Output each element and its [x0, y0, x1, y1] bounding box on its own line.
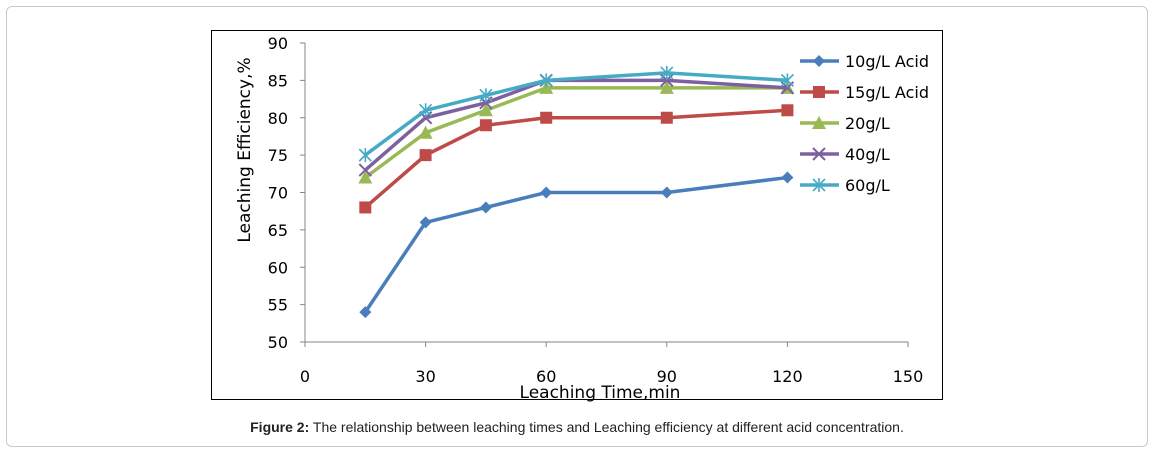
- legend-entry: 15g/L Acid: [800, 83, 929, 102]
- series-line: [364, 78, 788, 172]
- series-5: [358, 65, 794, 163]
- diamond-marker-shape: [781, 171, 794, 184]
- triangle-marker-shape: [478, 103, 493, 117]
- series-2: [359, 104, 794, 214]
- triangle-marker-shape: [659, 80, 674, 94]
- legend-label: 40g/L: [845, 145, 890, 164]
- caption-text: The relationship between leaching times …: [309, 419, 904, 435]
- data-point: [781, 171, 794, 184]
- square-marker-shape: [359, 201, 372, 214]
- y-axis-label: Leaching Efficiency,%: [235, 57, 255, 242]
- square-marker-shape: [479, 119, 492, 132]
- legend-label: 10g/L Acid: [845, 52, 929, 71]
- x-tick-label: 60: [536, 367, 556, 386]
- square-marker-shape: [660, 111, 673, 124]
- y-tick-label: 65: [268, 221, 288, 240]
- legend-marker: [812, 147, 826, 161]
- diamond-marker-shape: [419, 216, 432, 229]
- data-point: [660, 111, 673, 124]
- data-point: [659, 80, 674, 94]
- square-marker-shape: [781, 104, 794, 117]
- x-marker-stroke: [812, 147, 826, 161]
- x-tick-label: 30: [415, 367, 435, 386]
- series-line: [364, 71, 788, 157]
- square-marker-shape: [540, 111, 553, 124]
- data-point: [540, 186, 553, 199]
- series-line: [363, 175, 788, 314]
- data-point: [539, 73, 553, 88]
- data-point: [660, 186, 673, 199]
- legend-marker: [813, 86, 825, 98]
- data-point: [358, 163, 373, 177]
- data-point: [479, 88, 493, 103]
- y-tick-label: 90: [268, 34, 288, 53]
- data-point: [419, 149, 432, 162]
- diamond-marker-shape: [660, 186, 673, 199]
- legend-entry: 10g/L Acid: [800, 52, 929, 71]
- data-point: [479, 119, 492, 132]
- x-tick-label: 0: [300, 367, 310, 386]
- figure-caption: Figure 2: The relationship between leach…: [0, 419, 1154, 435]
- series-line: [364, 108, 788, 209]
- legend-marker: [813, 55, 825, 67]
- data-point: [478, 103, 493, 117]
- data-point: [358, 148, 372, 163]
- data-point: [359, 201, 372, 214]
- legend-label: 15g/L Acid: [845, 83, 929, 102]
- legend-label: 20g/L: [845, 114, 890, 133]
- legend-entry: 20g/L: [800, 114, 890, 133]
- y-tick-label: 60: [268, 258, 288, 277]
- data-point: [540, 111, 553, 124]
- legend-label: 60g/L: [845, 176, 890, 195]
- chart-area: [211, 30, 943, 400]
- data-point: [419, 216, 432, 229]
- series-1: [359, 171, 794, 319]
- x-tick-label: 150: [893, 367, 924, 386]
- diamond-marker-shape: [540, 186, 553, 199]
- legend-entry: 60g/L: [800, 176, 890, 195]
- diamond-marker-shape: [359, 306, 372, 319]
- y-tick-label: 75: [268, 146, 288, 165]
- data-point: [479, 201, 492, 214]
- data-point: [359, 306, 372, 319]
- triangle-marker-shape: [418, 125, 433, 139]
- x-tick-label: 120: [772, 367, 803, 386]
- data-point: [781, 104, 794, 117]
- x-tick-label: 90: [657, 367, 677, 386]
- triangle-marker-shape: [812, 116, 826, 129]
- y-tick-label: 85: [268, 71, 288, 90]
- y-tick-label: 50: [268, 333, 288, 352]
- triangle-marker-shape: [358, 170, 373, 184]
- diamond-marker-shape: [479, 201, 492, 214]
- data-point: [780, 73, 794, 88]
- y-tick-label: 80: [268, 109, 288, 128]
- caption-label: Figure 2:: [250, 419, 310, 435]
- y-tick-label: 70: [268, 184, 288, 203]
- legend-entry: 40g/L: [800, 145, 890, 164]
- legend-marker: [812, 116, 826, 129]
- diamond-marker-shape: [813, 55, 825, 67]
- data-point: [418, 125, 433, 139]
- y-tick-label: 55: [268, 296, 288, 315]
- data-point: [660, 65, 674, 80]
- series-line: [364, 86, 788, 179]
- square-marker-shape: [419, 149, 432, 162]
- x-marker-stroke: [358, 163, 373, 177]
- x-axis-label: Leaching Time,min: [520, 383, 681, 403]
- data-point: [358, 170, 373, 184]
- square-marker-shape: [813, 86, 825, 98]
- data-point: [419, 103, 433, 118]
- legend-marker: [812, 178, 826, 192]
- series-3: [358, 80, 795, 184]
